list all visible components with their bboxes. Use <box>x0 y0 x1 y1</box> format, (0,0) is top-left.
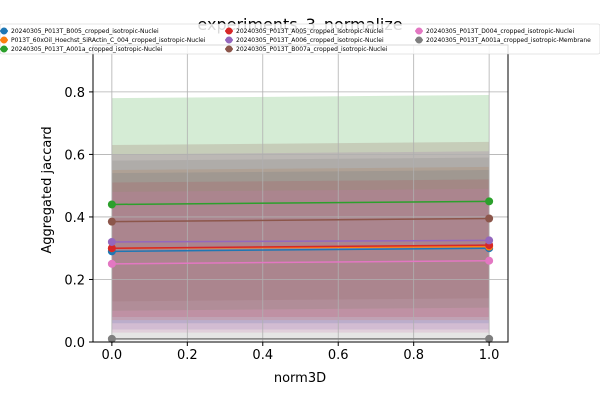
data-point <box>485 214 494 223</box>
data-point <box>107 200 116 209</box>
legend-swatch-marker <box>225 45 233 53</box>
x-tick-label: 0.8 <box>403 348 424 363</box>
legend-swatch-marker <box>225 36 233 44</box>
x-tick-label: 0.4 <box>252 348 273 363</box>
x-tick-label: 1.0 <box>479 348 500 363</box>
data-point <box>107 217 116 226</box>
y-tick-label: 0.6 <box>64 148 85 163</box>
legend-swatch-marker <box>0 27 8 35</box>
legend-box <box>0 23 600 55</box>
x-axis-label: norm3D <box>274 371 326 386</box>
legend-entry: 20240305_P013T_A001a_cropped_isotropic-N… <box>0 45 163 53</box>
legend-entry: 20240305_P013T_A006_cropped_isotropic-Nu… <box>225 36 384 44</box>
series-line-1 <box>111 247 490 253</box>
data-point <box>485 334 494 343</box>
legend-label: 20240305_P013T_A006_cropped_isotropic-Nu… <box>236 37 384 44</box>
legend-entry: 20240305_P013T_D004_cropped_isotropic-Nu… <box>415 27 574 35</box>
legend-swatch-marker <box>415 36 423 44</box>
x-tick-label: 0.2 <box>177 348 198 363</box>
data-point <box>485 236 494 245</box>
legend-entry: 20240305_P013T_A005_cropped_isotropic-Nu… <box>225 27 384 35</box>
axis-ticks: 0.0 0.2 0.4 0.6 0.8 1.0 0.0 0.2 0.4 0.6 0.8 <box>64 86 499 363</box>
x-tick-label: 0.0 <box>102 348 123 363</box>
data-point <box>485 256 494 265</box>
series-line-6 <box>111 217 490 223</box>
data-point <box>485 197 494 206</box>
legend-label: 20240305_P013T_A001a_cropped_isotropic-N… <box>11 46 163 53</box>
y-tick-label: 0.8 <box>64 86 85 101</box>
x-tick-label: 0.6 <box>328 348 349 363</box>
legend-entry: 20240305_P013T_B007a_cropped_isotropic-N… <box>225 45 388 53</box>
band-5 <box>111 151 490 330</box>
series-line-7 <box>111 259 490 265</box>
band-7 <box>111 188 490 333</box>
legend-swatch-marker <box>0 45 8 53</box>
series-line-4 <box>111 244 490 249</box>
legend-swatch-marker <box>415 27 423 35</box>
legend-label: 20240305_P013T_B005_cropped_isotropic-Nu… <box>11 28 159 35</box>
legend-label: P013T_60xOil_Hoechst_SiRActin_C_004_crop… <box>11 37 206 44</box>
legend-label: 20240305_P013T_D004_cropped_isotropic-Nu… <box>426 28 574 35</box>
legend-swatch-marker <box>225 27 233 35</box>
legend-entry: 20240305_P013T_A001a_cropped_isotropic-M… <box>415 36 591 44</box>
data-point <box>107 244 116 253</box>
y-tick-label: 0.0 <box>64 336 85 351</box>
legend-label: 20240305_P013T_A001a_cropped_isotropic-M… <box>426 37 591 44</box>
legend-entry: 20240305_P013T_B005_cropped_isotropic-Nu… <box>0 27 159 35</box>
legend: 20240305_P013T_B005_cropped_isotropic-Nu… <box>0 23 600 55</box>
series-lines <box>107 197 494 343</box>
series-line-3 <box>111 200 490 206</box>
data-point <box>107 334 116 343</box>
legend-label: 20240305_P013T_A005_cropped_isotropic-Nu… <box>236 28 384 35</box>
legend-entry: P013T_60xOil_Hoechst_SiRActin_C_004_crop… <box>0 36 206 44</box>
band-4 <box>111 179 490 317</box>
data-point <box>107 237 116 246</box>
series-line-5 <box>111 239 490 243</box>
confidence-bands <box>111 95 490 341</box>
y-tick-label: 0.2 <box>64 273 85 288</box>
y-axis-label: Aggregated jaccard <box>40 126 55 253</box>
data-point <box>107 259 116 268</box>
legend-swatch-marker <box>0 36 8 44</box>
band-2 <box>111 166 490 321</box>
legend-label: 20240305_P013T_B007a_cropped_isotropic-N… <box>236 46 388 53</box>
y-tick-label: 0.4 <box>64 211 85 226</box>
